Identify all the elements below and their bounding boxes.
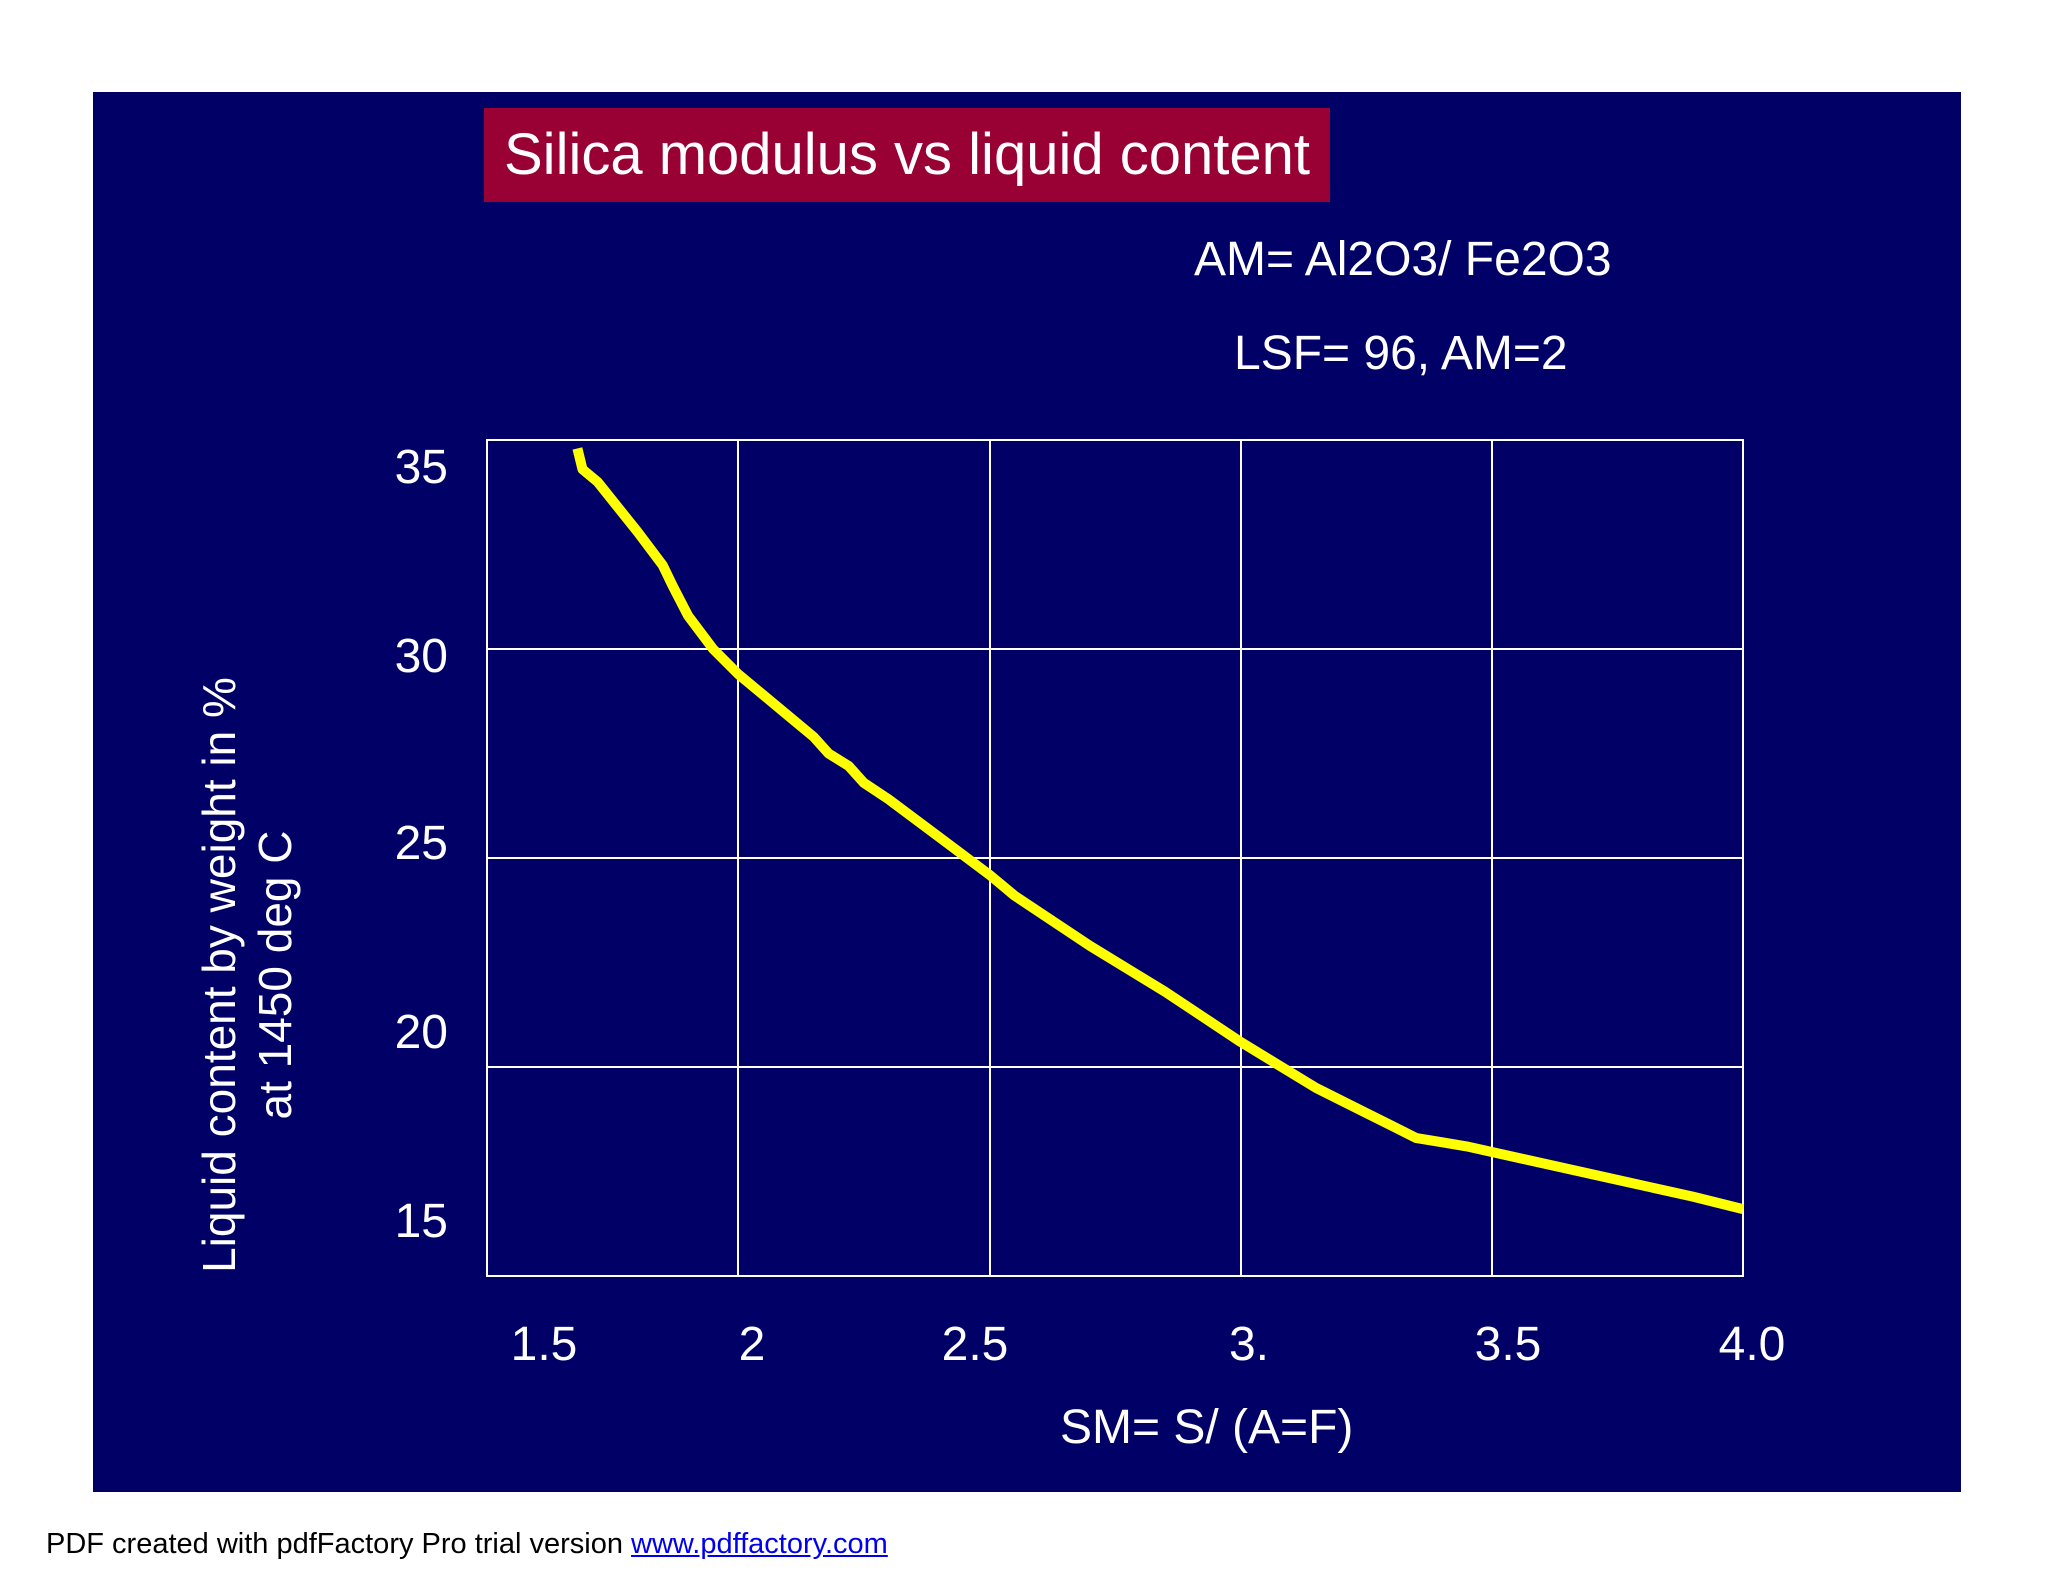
- y-axis-label-line-2: at 1450 deg C: [249, 830, 301, 1120]
- annotation-am-formula: AM= Al2O3/ Fe2O3: [1194, 233, 1612, 286]
- x-tick-label: 3.5: [1475, 1318, 1542, 1371]
- x-tick-label: 4.0: [1719, 1318, 1786, 1371]
- pdf-footer: PDF created with pdfFactory Pro trial ve…: [46, 1528, 888, 1561]
- y-tick-label: 35: [395, 441, 448, 494]
- annotation-lsf-am: LSF= 96, AM=2: [1234, 327, 1568, 380]
- footer-link[interactable]: www.pdffactory.com: [631, 1528, 888, 1560]
- plot-area: [572, 447, 1745, 1214]
- grid: [486, 439, 1744, 1277]
- y-tick-label: 15: [395, 1195, 448, 1248]
- x-axis-label: SM= S/ (A=F): [1060, 1401, 1354, 1454]
- slide-background: [93, 92, 1961, 1492]
- y-tick-label: 20: [395, 1006, 448, 1059]
- tick-labels: 1.5 2 2.5 3. 3.5 4.0 35 30 25 20 15: [395, 441, 1786, 1371]
- x-tick-label: 2: [739, 1318, 766, 1371]
- series-line-liquid-content: [572, 447, 1745, 1214]
- y-tick-label: 30: [395, 630, 448, 683]
- y-tick-label: 25: [395, 817, 448, 870]
- chart-title: Silica modulus vs liquid content: [484, 108, 1330, 202]
- y-axis-label-line-1: Liquid content by weight in %: [193, 677, 245, 1273]
- x-tick-label: 1.5: [511, 1318, 578, 1371]
- x-tick-label: 2.5: [942, 1318, 1009, 1371]
- footer-text: PDF created with pdfFactory Pro trial ve…: [46, 1528, 632, 1560]
- x-tick-label: 3.: [1229, 1318, 1269, 1371]
